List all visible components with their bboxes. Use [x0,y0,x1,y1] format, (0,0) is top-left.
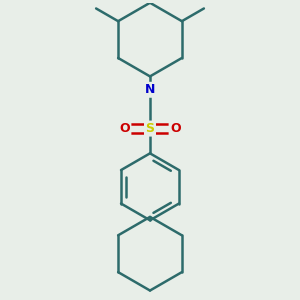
Text: N: N [145,83,155,96]
Text: O: O [170,122,181,135]
Text: S: S [146,122,154,135]
Text: O: O [119,122,130,135]
